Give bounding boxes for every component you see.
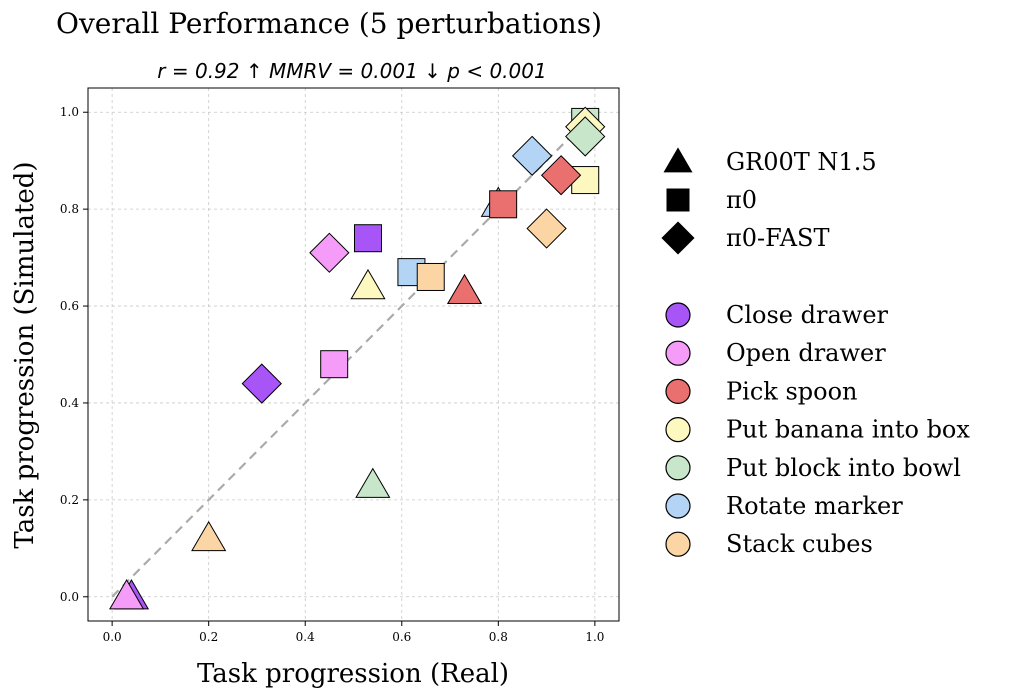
legend-task-label: Close drawer (726, 301, 889, 329)
legend-task-swatch (665, 493, 691, 519)
legend-task-swatch (665, 455, 691, 481)
chart-title: Overall Performance (5 perturbations) (56, 7, 602, 40)
legend-marker-square (666, 188, 690, 212)
chart-subtitle: r = 0.92 ↑ MMRV = 0.001 ↓ p < 0.001 (157, 59, 546, 83)
data-point-square (320, 350, 349, 379)
legend-model-label: π0-FAST (726, 224, 830, 252)
axis-ticks: 0.0 0.2 0.4 0.6 0.8 1.0 0.0 0.2 0.4 0.6 0.8 1.0 (60, 105, 605, 644)
y-tick-label: 0.6 (60, 299, 79, 313)
x-tick-label: 0.8 (489, 630, 508, 644)
x-tick-label: 0.2 (199, 630, 218, 644)
legend-task-label: Stack cubes (726, 530, 873, 558)
legend-task-swatch (665, 531, 691, 557)
x-axis-label: Task progression (Real) (197, 659, 509, 689)
data-points (109, 106, 606, 610)
legend: GR00T N1.5 π0 π0-FAST Close drawer Open draw… (661, 147, 970, 558)
data-point-diamond (309, 232, 350, 273)
y-tick-label: 1.0 (60, 105, 79, 119)
legend-marker-diamond (661, 221, 695, 255)
y-axis-label: Task progression (Simulated) (10, 161, 40, 548)
legend-task-label: Rotate marker (726, 492, 903, 520)
y-tick-label: 0.0 (60, 590, 79, 604)
data-point-square (416, 262, 445, 291)
x-tick-label: 1.0 (585, 630, 604, 644)
data-point-diamond (540, 155, 582, 196)
data-point-triangle (350, 268, 386, 300)
reference-diagonal-line (111, 111, 596, 598)
legend-marker-triangle (663, 147, 693, 173)
legend-task-swatch (665, 302, 691, 328)
legend-task-label: Put banana into box (726, 416, 970, 444)
legend-task-swatch (665, 340, 691, 366)
data-point-diamond (526, 208, 567, 249)
plot-area-frame (87, 87, 620, 622)
x-tick-label: 0.4 (296, 630, 315, 644)
legend-task-swatch (665, 417, 691, 443)
y-tick-label: 0.2 (60, 493, 79, 507)
legend-model-label: π0 (726, 186, 757, 214)
x-tick-label: 0.0 (103, 630, 122, 644)
y-tick-label: 0.8 (60, 202, 79, 216)
legend-task-swatch (665, 378, 691, 404)
data-point-triangle (355, 467, 391, 498)
data-point-square (353, 224, 382, 253)
data-point-diamond (511, 135, 553, 176)
data-point-triangle (109, 579, 145, 610)
data-point-triangle (191, 520, 227, 552)
data-point-diamond (241, 363, 282, 404)
legend-task-label: Put block into bowl (726, 454, 961, 482)
legend-task-label: Pick spoon (726, 377, 857, 405)
data-point-square (489, 190, 518, 219)
x-tick-label: 0.6 (392, 630, 411, 644)
legend-model-label: GR00T N1.5 (726, 148, 877, 176)
y-tick-label: 0.4 (60, 396, 79, 410)
data-point-diamond (565, 116, 606, 157)
legend-task-label: Open drawer (726, 339, 886, 367)
data-point-triangle (446, 273, 483, 305)
